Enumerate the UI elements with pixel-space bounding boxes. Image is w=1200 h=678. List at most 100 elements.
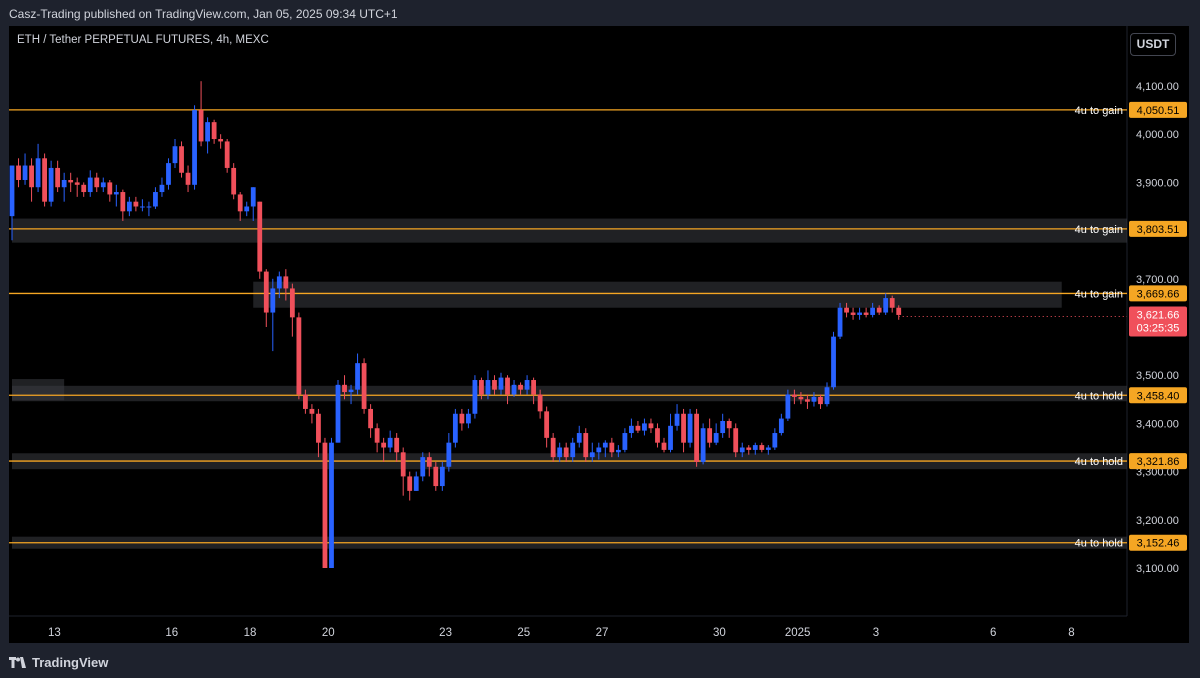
candle-body[interactable] [681,413,686,443]
candle-body[interactable] [720,420,726,434]
candle-body[interactable] [648,423,654,429]
candle-body[interactable] [257,201,263,272]
candle-body[interactable] [661,442,667,450]
candle-body[interactable] [883,298,889,313]
candle-body[interactable] [387,437,393,448]
candle-body[interactable] [185,172,191,185]
candle-body[interactable] [707,428,713,443]
candle-body[interactable] [218,139,224,142]
candle-body[interactable] [283,276,289,289]
candle-body[interactable] [446,442,452,467]
candle-body[interactable] [29,165,34,188]
candle-body[interactable] [87,177,93,193]
candle-body[interactable] [172,146,178,164]
candle-body[interactable] [818,396,823,405]
candle-body[interactable] [192,110,197,185]
candle-body[interactable] [263,271,269,313]
candle-body[interactable] [524,380,530,390]
candle-body[interactable] [407,476,413,491]
candle-body[interactable] [420,457,426,477]
candle-body[interactable] [16,165,21,180]
candle-body[interactable] [609,442,615,453]
candle-body[interactable] [342,384,347,393]
candle-body[interactable] [153,192,158,207]
candle-body[interactable] [433,466,439,487]
candle-body[interactable] [492,380,497,390]
candle-body[interactable] [335,384,341,443]
candle-body[interactable] [837,307,843,337]
candle-body[interactable] [81,184,87,193]
candle-body[interactable] [159,184,165,193]
candle-body[interactable] [452,413,458,443]
candle-body[interactable] [289,288,295,318]
candle-body[interactable] [9,165,15,217]
candle-body[interactable] [146,206,152,208]
currency-button[interactable]: USDT [1130,33,1176,56]
candle-body[interactable] [459,413,465,424]
candle-body[interactable] [668,425,673,450]
candle-body[interactable] [687,413,693,443]
candle-body[interactable] [811,396,817,402]
candle-body[interactable] [772,433,778,448]
candle-body[interactable] [850,312,856,315]
candle-body[interactable] [361,363,367,409]
candle-body[interactable] [544,411,550,438]
candle-body[interactable] [74,182,80,185]
candle-body[interactable] [100,182,106,188]
candle-body[interactable] [381,442,387,448]
candle-body[interactable] [224,141,230,168]
candle-body[interactable] [674,413,680,426]
candle-body[interactable] [805,399,810,402]
candle-body[interactable] [231,167,237,195]
candle-body[interactable] [694,413,699,462]
candle-body[interactable] [42,158,47,202]
candle-body[interactable] [166,163,171,185]
candle-body[interactable] [792,394,797,397]
candle-body[interactable] [329,442,334,568]
candle-body[interactable] [863,312,869,315]
candle-body[interactable] [61,179,67,188]
candle-body[interactable] [615,449,621,453]
candle-body[interactable] [439,466,445,487]
candle-body[interactable] [413,476,419,491]
candle-body[interactable] [179,146,184,173]
candle-body[interactable] [485,380,491,395]
candle-body[interactable] [466,413,471,424]
candle-body[interactable] [635,425,641,431]
candle-body[interactable] [355,363,360,390]
candle-body[interactable] [518,384,523,390]
candle-body[interactable] [642,423,647,431]
candle-body[interactable] [746,447,752,450]
candle-body[interactable] [394,437,400,453]
candle-body[interactable] [296,317,302,395]
candle-body[interactable] [205,122,210,142]
candle-body[interactable] [896,307,902,315]
chart-area[interactable]: 4,100.00 4,000.00 3,900.00 3,700.00 3,500.00… [9,26,1189,643]
candle-body[interactable] [602,442,608,448]
candle-body[interactable] [844,307,849,313]
candle-body[interactable] [276,276,282,289]
candle-body[interactable] [322,442,328,568]
candle-body[interactable] [48,167,54,202]
candle-body[interactable] [479,380,484,395]
candle-body[interactable] [700,428,706,462]
candle-body[interactable] [752,445,758,450]
candle-body[interactable] [316,413,321,443]
candle-body[interactable] [733,428,739,453]
candle-body[interactable] [198,110,204,142]
candle-body[interactable] [270,288,276,313]
candle-body[interactable] [557,447,563,458]
candle-body[interactable] [107,182,113,195]
candle-body[interactable] [120,192,126,212]
candle-body[interactable] [589,452,595,458]
tradingview-logo[interactable]: TradingView [9,655,108,670]
candle-body[interactable] [374,428,380,443]
candle-body[interactable] [596,447,602,453]
candle-body[interactable] [426,457,432,467]
candle-body[interactable] [739,447,745,453]
candle-body[interactable] [55,167,61,188]
candle-body[interactable] [35,158,41,188]
candle-body[interactable] [713,433,719,443]
candle-body[interactable] [857,312,862,315]
candle-body[interactable] [126,201,132,212]
